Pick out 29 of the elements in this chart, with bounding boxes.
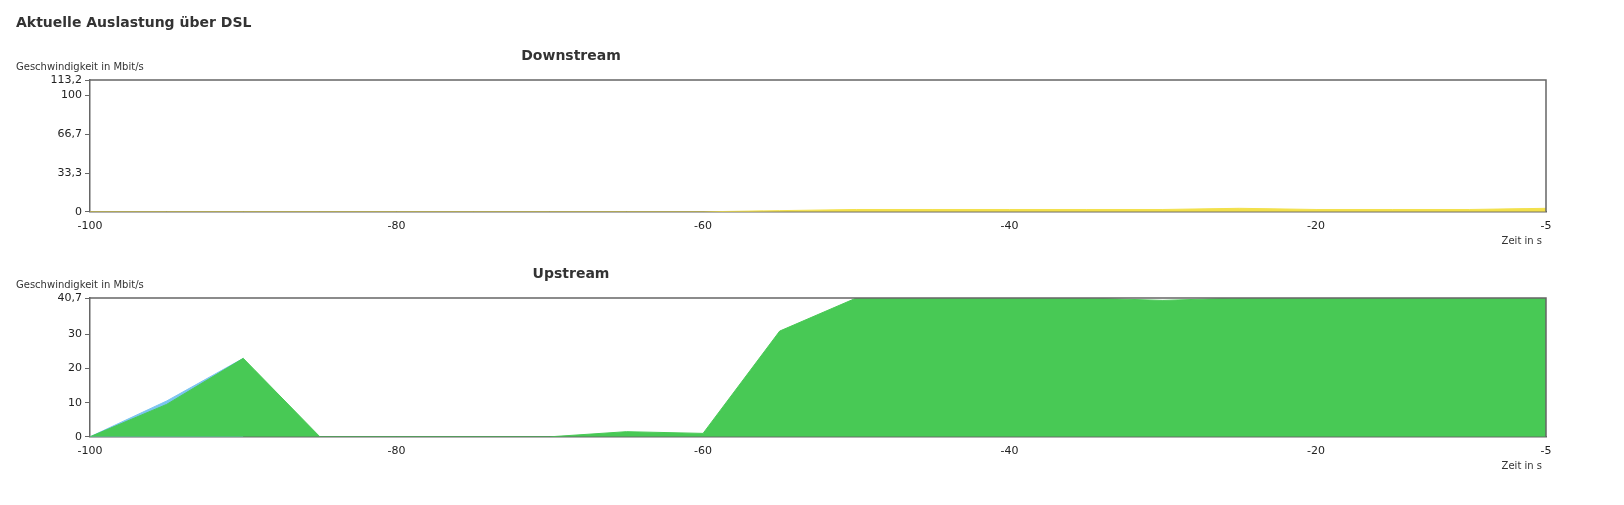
y-axis-title: Geschwindigkeit in Mbit/s xyxy=(16,278,144,290)
x-tick-label: -40 xyxy=(1000,219,1019,233)
y-tick-label: 113,2 xyxy=(50,72,82,86)
x-tick-label: -80 xyxy=(387,444,406,458)
y-tick-label: 100 xyxy=(61,88,82,102)
y-tick-label: 33,3 xyxy=(57,165,82,179)
text: Aktuelle Auslastung über DSL xyxy=(15,13,253,32)
y-tick-label: 30 xyxy=(68,327,82,341)
x-tick-label: -20 xyxy=(1307,444,1326,458)
x-tick-label: -100 xyxy=(77,444,103,458)
y-tick-label: 0 xyxy=(75,429,82,443)
x-tick-label: -5 xyxy=(1540,219,1552,233)
x-tick-label: -60 xyxy=(694,444,713,458)
x-axis-title: Zeit in s xyxy=(1501,460,1542,472)
y-tick-label: 40,7 xyxy=(57,290,82,304)
x-tick-label: -40 xyxy=(1000,444,1019,458)
x-tick-label: -80 xyxy=(387,219,406,233)
y-tick-label: 10 xyxy=(68,395,82,409)
chart-title: Upstream xyxy=(532,264,610,281)
y-tick-label: 0 xyxy=(75,204,82,218)
x-tick-label: -60 xyxy=(694,219,713,233)
x-tick-label: -20 xyxy=(1307,219,1326,233)
x-tick-label: -100 xyxy=(77,219,103,233)
y-tick-label: 20 xyxy=(68,361,82,375)
x-tick-label: -5 xyxy=(1540,444,1552,458)
x-axis-title: Zeit in s xyxy=(1501,235,1542,247)
chart-title: Downstream xyxy=(521,46,621,63)
y-axis-title: Geschwindigkeit in Mbit/s xyxy=(16,60,144,72)
y-tick-label: 66,7 xyxy=(57,127,82,140)
